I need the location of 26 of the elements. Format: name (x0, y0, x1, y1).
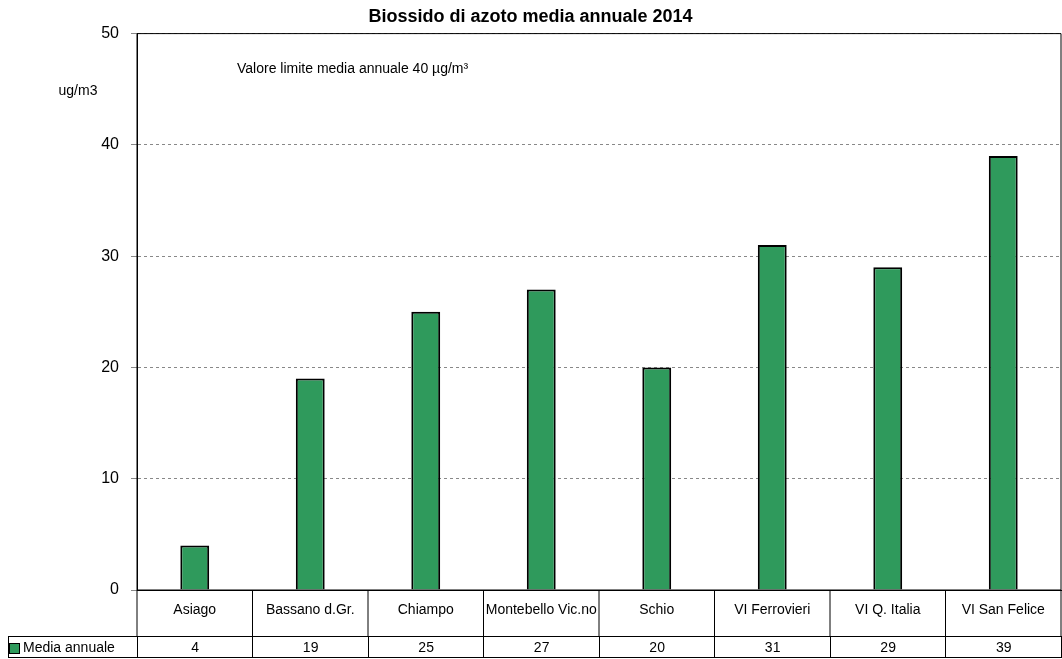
x-tick-label: VI Ferrovieri (734, 601, 811, 618)
chart-title: Biossido di azoto media annuale 2014 (368, 5, 693, 26)
data-label: 39 (945, 636, 1062, 658)
x-tick-label: Asiago (173, 601, 217, 618)
x-tick-label: Bassano d.Gr. (265, 601, 355, 618)
y-tick-label: 50 (101, 24, 120, 42)
data-label: 31 (714, 636, 831, 658)
annotation: Valore limite media annuale 40 µg/m³ (237, 60, 469, 77)
y-tick-label: 10 (101, 469, 120, 487)
y-tick-label: 40 (101, 135, 120, 153)
x-tick-label: VI San Felice (961, 601, 1046, 618)
data-label: 25 (368, 636, 484, 658)
data-label: 29 (830, 636, 946, 658)
data-label: 4 (137, 636, 253, 658)
y-axis-title: ug/m3 (58, 82, 98, 99)
data-label: 20 (599, 636, 715, 658)
x-tick-label: VI Q. Italia (855, 601, 921, 618)
legend-label: Media annuale (8, 636, 138, 658)
data-label: 27 (483, 636, 600, 658)
y-tick-label: 30 (101, 246, 120, 264)
x-tick-label: Chiampo (397, 601, 454, 618)
data-label: 19 (252, 636, 369, 658)
x-tick-label: Montebello Vic.no (485, 601, 597, 618)
y-tick-label: 0 (110, 580, 120, 598)
y-tick-label: 20 (101, 357, 120, 375)
x-tick-label: Schio (639, 601, 675, 618)
